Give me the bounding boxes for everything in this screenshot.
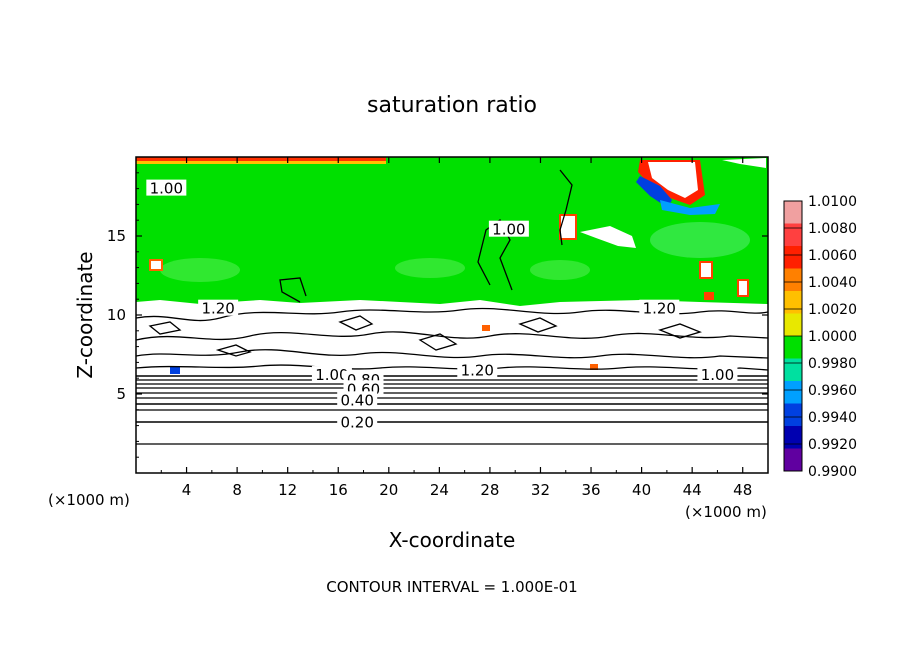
x-tick-label: 16 (329, 481, 348, 499)
colorbar-swatch (784, 403, 802, 427)
y-axis-label: Z-coordinate (73, 251, 97, 378)
contour-label: 1.00 (701, 366, 734, 384)
x-tick-label: 12 (278, 481, 297, 499)
colorbar-swatch (784, 201, 802, 224)
x-tick-label: 4 (182, 481, 192, 499)
colorbar-level-label: 1.0040 (808, 275, 857, 291)
colorbar-swatch (784, 358, 802, 382)
colorbar-level-label: 1.0060 (808, 248, 857, 264)
colorbar-swatch (784, 313, 802, 337)
colorbar-swatch (784, 448, 802, 472)
colorbar-swatch (784, 268, 802, 292)
contour-label-bg (697, 366, 738, 383)
contour-labels: 1.001.001.20 1.201.20 1.001.000.800.600.40… (146, 179, 738, 431)
colorbar-level-label: 1.0080 (808, 221, 857, 237)
contour-label: 1.20 (461, 361, 494, 379)
anomaly-cluster (636, 176, 672, 208)
contour-label-bg (488, 220, 529, 237)
x-axis: 4 8 12 16 20 24 28 32 36 40 44 48 (160, 157, 752, 499)
x-tick-label: 24 (430, 481, 449, 499)
anomaly-cluster (704, 292, 714, 300)
x-tick-label: 36 (581, 481, 600, 499)
anomaly-cluster (660, 200, 720, 215)
colorbar-level-label: 1.0000 (808, 329, 857, 345)
anomaly-cluster (580, 226, 636, 248)
contour-label-bg (146, 179, 187, 196)
x-tick-label: 44 (683, 481, 702, 499)
contour-label-bg (337, 391, 378, 408)
x-tick-label: 8 (232, 481, 242, 499)
colorbar-swatch (784, 381, 802, 404)
light-green-patch (530, 260, 590, 280)
x-tick-label: 48 (733, 481, 752, 499)
colorbar-swatch (784, 336, 802, 359)
x-tick-label: 20 (379, 481, 398, 499)
contour-label: 0.40 (340, 391, 373, 409)
colorbar: 1.0100 1.0080 1.0060 1.0040 1.0020 1.0000 0.99… (783, 194, 857, 480)
y-tick-label: 15 (107, 227, 126, 245)
colorbar-level-label: 0.9960 (808, 383, 857, 399)
anomaly-cluster (170, 366, 180, 374)
contour-label: 1.20 (201, 300, 234, 318)
contour-label-bg (639, 299, 680, 316)
contour-interval-note: CONTOUR INTERVAL = 1.000E-01 (326, 578, 577, 596)
contour-label-bg (337, 413, 378, 430)
anomaly-cluster (559, 214, 577, 240)
contour-label-bg (198, 299, 239, 316)
contour-lines (136, 169, 768, 371)
colorbar-level-label: 1.0020 (808, 302, 857, 318)
x-unit-note-left: (×1000 m) (48, 491, 130, 509)
contour-label: 1.00 (150, 180, 183, 198)
colorbar-swatch (784, 223, 802, 247)
x-unit-note-right: (×1000 m) (685, 503, 767, 521)
contour-lines-stratified (136, 375, 768, 445)
top-edge-strip (136, 161, 386, 164)
light-green-patch (650, 222, 750, 258)
contour-label-bg (457, 361, 498, 378)
contour-label: 1.00 (315, 366, 348, 384)
anomaly-cluster (722, 158, 766, 168)
chart-title: saturation ratio (367, 93, 537, 118)
top-edge-strip (136, 157, 386, 161)
light-green-patch (160, 258, 240, 282)
anomaly-cluster (648, 162, 698, 198)
light-green-patch (395, 258, 465, 278)
y-axis: 5 10 15 (107, 172, 768, 458)
colorbar-level-label: 0.9920 (808, 437, 857, 453)
contour-label: 0.20 (340, 413, 373, 431)
x-tick-label: 32 (531, 481, 550, 499)
colorbar-level-label: 0.9940 (808, 410, 857, 426)
anomaly-cluster (699, 261, 713, 279)
contour-label: 1.20 (643, 300, 676, 318)
x-tick-label: 28 (480, 481, 499, 499)
anomaly-cluster (149, 259, 163, 271)
saturated-layer (136, 157, 768, 306)
colorbar-level-label: 1.0100 (808, 194, 857, 210)
x-axis-label: X-coordinate (389, 528, 516, 552)
colorbar-swatch (784, 246, 802, 269)
y-tick-label: 10 (107, 306, 126, 324)
contour-label: 1.00 (492, 221, 525, 239)
anomaly-cluster (737, 279, 749, 297)
x-tick-label: 40 (632, 481, 651, 499)
colorbar-level-label: 0.9980 (808, 356, 857, 372)
y-tick-label: 5 (116, 385, 126, 403)
colorbar-swatch (784, 426, 802, 449)
contour-label-bg (311, 366, 352, 383)
anomaly-cluster (590, 364, 598, 370)
anomaly-cluster (482, 325, 490, 331)
colorbar-swatch (784, 291, 802, 314)
colorbar-level-label: 0.9900 (808, 464, 857, 480)
